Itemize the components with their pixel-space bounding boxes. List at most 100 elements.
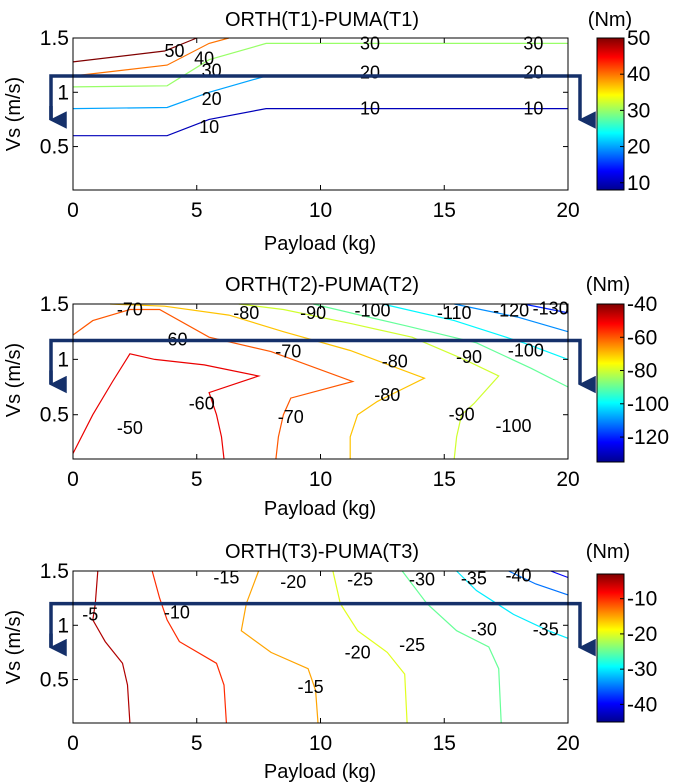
y-tick-label: 1	[57, 348, 69, 371]
contour-label: -80	[382, 352, 408, 372]
contour-line	[523, 303, 569, 314]
colorbar-tick-label: 30	[627, 99, 650, 122]
contour-lines	[72, 37, 568, 137]
contour-label: 30	[360, 33, 380, 53]
x-tick-label: 20	[556, 199, 579, 222]
colorbar	[596, 37, 625, 191]
x-tick-label: 5	[191, 199, 203, 222]
colorbar-tick-label: -80	[627, 360, 657, 383]
colorbar-ticks: 10 20 30 40 50	[620, 27, 650, 195]
contour-line	[72, 353, 261, 460]
annotation-bracket	[49, 601, 596, 657]
x-tick-label: 15	[433, 732, 456, 755]
contour-label: -5	[82, 604, 98, 624]
panel-torque-2: ORTH(T2)-PUMA(T2) (Nm) Payload (kg) Vs (…	[3, 274, 669, 520]
x-axis-label: Payload (kg)	[264, 498, 376, 520]
colorbar-tick-label: -20	[627, 623, 657, 646]
contour-label: -30	[471, 620, 497, 640]
contour-label: -20	[280, 572, 306, 592]
y-axis-ticks: 0.5 1 1.5	[40, 560, 568, 692]
y-axis-ticks: 0.5 1 1.5	[40, 293, 568, 427]
contour-label: -35	[533, 620, 559, 640]
contour-label: -70	[275, 342, 301, 362]
x-tick-label: 0	[67, 732, 79, 755]
colorbar	[596, 303, 625, 463]
contour-labels: -15 -20 -25 -30 -35 -40 -5 -10 -30 -35 -20 -25 -15	[82, 565, 558, 697]
colorbar-tick-label: -100	[627, 393, 669, 416]
contour-label: -10	[164, 602, 190, 622]
contour-label: -120	[493, 301, 529, 321]
colorbar-ticks: -40 -60 -80 -100 -120	[620, 293, 669, 449]
contour-line	[550, 570, 569, 579]
contour-label: -80	[233, 303, 259, 323]
colorbar-unit: (Nm)	[586, 274, 630, 296]
contour-line	[72, 37, 198, 63]
x-axis-label: Payload (kg)	[264, 761, 376, 783]
contour-line	[73, 107, 568, 137]
annotation-arrow	[49, 601, 596, 657]
x-tick-label: 5	[191, 468, 203, 491]
plot-frame	[72, 570, 569, 724]
colorbar-tick-label: 40	[627, 63, 650, 86]
colorbar-tick-label: -30	[627, 658, 657, 681]
colorbar-tick-label: -40	[627, 693, 657, 716]
annotation-arrow	[49, 338, 596, 394]
contour-line	[240, 570, 319, 724]
contour-line	[382, 303, 569, 360]
contour-label: -25	[399, 635, 425, 655]
contour-line	[72, 37, 230, 77]
contour-line	[454, 303, 569, 333]
y-tick-label: 1.5	[40, 560, 69, 583]
annotation-arrow	[49, 74, 596, 129]
colorbar-tick-label: -10	[627, 588, 657, 611]
x-axis-ticks: 0 5 10 15 20	[67, 38, 580, 222]
y-tick-label: 1.5	[40, 293, 69, 316]
plot-frame	[72, 37, 569, 191]
x-tick-label: 10	[309, 732, 332, 755]
y-tick-label: 0.5	[40, 669, 69, 692]
contour-line	[508, 570, 569, 596]
x-tick-label: 0	[67, 468, 79, 491]
contour-label: 20	[202, 89, 222, 109]
contour-label: -80	[374, 385, 400, 405]
contour-label: -100	[495, 416, 531, 436]
contour-label: 40	[194, 49, 214, 69]
contour-label: -20	[345, 642, 371, 662]
contour-label: -100	[354, 301, 390, 321]
contour-line	[72, 42, 568, 88]
contour-label: 10	[199, 117, 219, 137]
x-tick-label: 20	[556, 468, 579, 491]
contour-label: -15	[298, 677, 324, 697]
contour-labels: -70 -80 -90 -100 -110 -120 -130 -60 -70 -80 -90 -10…	[117, 298, 569, 438]
contour-label: -90	[456, 347, 482, 367]
contour-label: -50	[117, 418, 143, 438]
x-tick-label: 10	[309, 199, 332, 222]
panel-torque-1: ORTH(T1)-PUMA(T1) (Nm) Payload (kg) Vs (…	[3, 9, 650, 255]
contour-label: 20	[360, 63, 380, 83]
x-axis-label: Payload (kg)	[264, 233, 376, 255]
x-axis-ticks: 0 5 10 15 20	[67, 304, 580, 491]
chart-title: ORTH(T3)-PUMA(T3)	[225, 541, 419, 563]
colorbar-tick-label: 10	[627, 172, 650, 195]
y-tick-label: 0.5	[40, 404, 69, 427]
colorbar-tick-label: -120	[627, 426, 669, 449]
contour-label: -25	[347, 570, 373, 590]
contour-label: -70	[278, 407, 304, 427]
annotation-bracket	[49, 74, 596, 129]
contour-label: 10	[360, 99, 380, 119]
contour-line	[456, 570, 569, 639]
colorbar-tick-label: -60	[627, 326, 657, 349]
contour-label: -90	[300, 303, 326, 323]
colorbar-tick-label: 50	[627, 27, 650, 50]
panel-torque-3: ORTH(T3)-PUMA(T3) (Nm) Payload (kg) Vs (…	[3, 541, 657, 783]
x-tick-label: 15	[433, 468, 456, 491]
contour-line	[238, 303, 500, 460]
y-axis-ticks: 0.5 1 1.5	[40, 27, 568, 159]
y-axis-label: Vs (m/s)	[3, 610, 25, 684]
x-tick-label: 0	[67, 199, 79, 222]
contour-label: 50	[164, 41, 184, 61]
contour-line	[151, 570, 227, 724]
contour-lines	[92, 570, 569, 724]
